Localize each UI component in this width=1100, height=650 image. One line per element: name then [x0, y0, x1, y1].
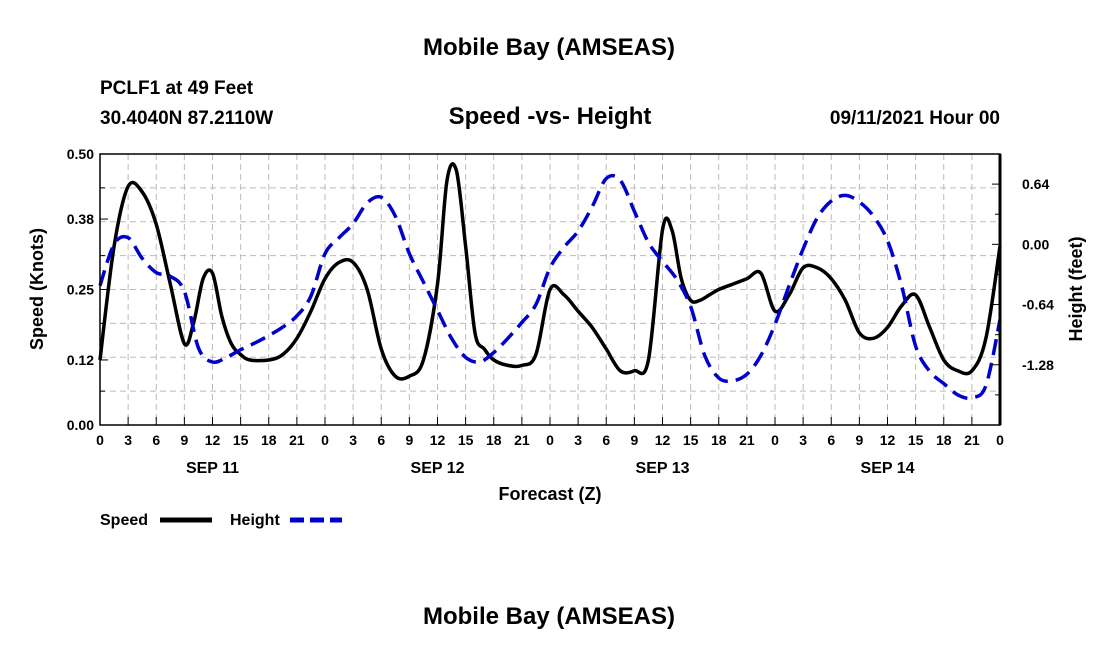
x-tick-label: 6 [152, 432, 160, 448]
x-tick-label: 6 [602, 432, 610, 448]
y2-axis-label: Height (feet) [1066, 237, 1086, 342]
x-tick-label: 21 [964, 432, 980, 448]
x-tick-label: 15 [233, 432, 249, 448]
x-tick-label: 12 [205, 432, 221, 448]
y2-tick-label: -1.28 [1022, 357, 1054, 373]
x-tick-label: 15 [908, 432, 924, 448]
y-tick-label: 0.25 [67, 282, 94, 298]
y2-tick-label: 0.00 [1022, 236, 1049, 252]
x-tick-label: 18 [486, 432, 502, 448]
legend-height-label: Height [230, 512, 280, 529]
footer-title: Mobile Bay (AMSEAS) [423, 603, 675, 630]
x-tick-label: 3 [574, 432, 582, 448]
grid-lines [100, 154, 1000, 425]
date-label: SEP 13 [636, 460, 690, 477]
series-group [98, 162, 1002, 401]
x-axis-label: Forecast (Z) [498, 484, 601, 504]
x-tick-label: 21 [739, 432, 755, 448]
x-tick-label: 15 [458, 432, 474, 448]
series-height-line [98, 173, 1002, 401]
y2-tick-label: -0.64 [1022, 297, 1054, 313]
axis-ticks: 0 3 6 9 12 15 18 21 0 3 6 9 12 15 18 21 0 3 6 9 12 15 18 21 0 3 6 9… [67, 146, 1054, 477]
station-label: PCLF1 at 49 Feet [100, 78, 254, 99]
date-label: SEP 14 [861, 460, 915, 477]
x-tick-label: 21 [514, 432, 530, 448]
x-tick-label: 21 [289, 432, 305, 448]
x-tick-label: 0 [546, 432, 554, 448]
coordinates-label: 30.4040N 87.2110W [100, 108, 273, 129]
y-tick-label: 0.38 [67, 211, 94, 227]
x-tick-label: 12 [880, 432, 896, 448]
datetime-label: 09/11/2021 Hour 00 [830, 108, 1000, 129]
y-tick-label: 0.00 [67, 417, 94, 433]
date-label: SEP 12 [411, 460, 465, 477]
x-tick-label: 3 [124, 432, 132, 448]
x-tick-label: 18 [711, 432, 727, 448]
x-tick-label: 18 [261, 432, 277, 448]
x-tick-label: 18 [936, 432, 952, 448]
x-tick-label: 9 [180, 432, 188, 448]
x-tick-label: 0 [321, 432, 329, 448]
y-tick-label: 0.50 [67, 146, 94, 162]
y2-tick-label: 0.64 [1022, 176, 1049, 192]
date-label: SEP 11 [186, 460, 239, 477]
legend: Speed Height [100, 512, 342, 529]
x-tick-label: 9 [630, 432, 638, 448]
x-tick-label: 6 [827, 432, 835, 448]
x-tick-label: 3 [799, 432, 807, 448]
y-tick-label: 0.12 [67, 352, 94, 368]
chart-title: Mobile Bay (AMSEAS) [423, 34, 675, 61]
chart-subtitle: Speed -vs- Height [449, 103, 652, 130]
x-tick-label: 6 [377, 432, 385, 448]
x-tick-label: 0 [996, 432, 1004, 448]
x-tick-label: 9 [405, 432, 413, 448]
x-tick-label: 12 [655, 432, 671, 448]
x-tick-label: 0 [96, 432, 104, 448]
legend-speed-label: Speed [100, 512, 148, 529]
x-tick-label: 15 [683, 432, 699, 448]
x-tick-label: 12 [430, 432, 446, 448]
x-tick-label: 3 [349, 432, 357, 448]
x-tick-label: 0 [771, 432, 779, 448]
y-axis-label: Speed (Knots) [27, 228, 47, 350]
x-tick-label: 9 [855, 432, 863, 448]
